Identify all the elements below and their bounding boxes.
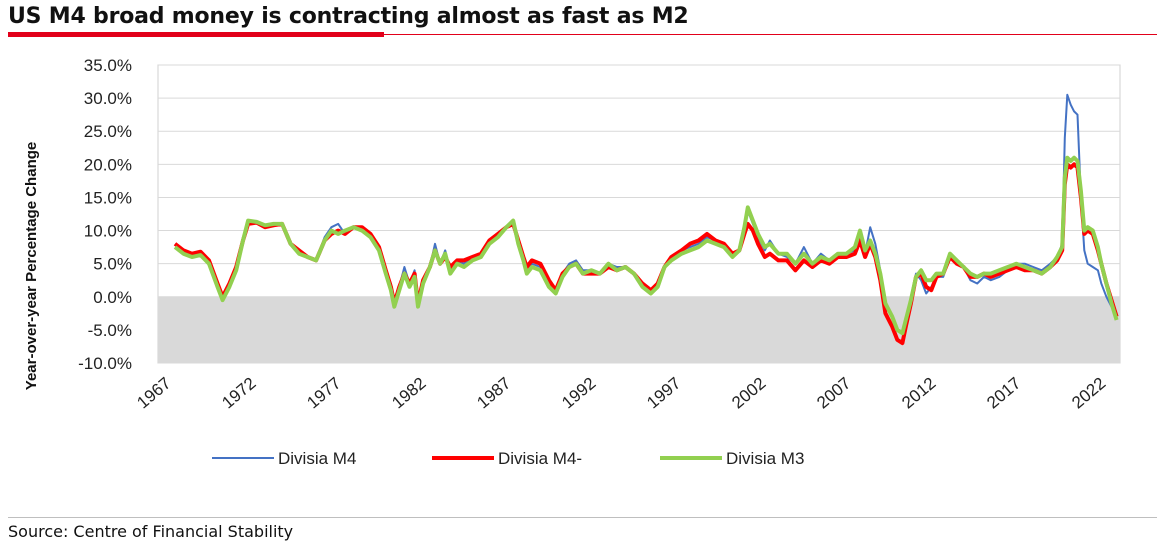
legend: Divisia M4 Divisia M4- Divisia M3	[212, 449, 804, 468]
y-tick-label: 10.0%	[84, 222, 132, 241]
chart-svg: 35.0% 30.0% 25.0% 20.0% 15.0% 10.0% 5.0% 0.0% -5…	[23, 56, 1121, 468]
y-tick-label: -10.0%	[78, 354, 132, 373]
x-tick-label: 1967	[133, 374, 174, 413]
x-tick-label: 1992	[558, 374, 599, 413]
legend-label: Divisia M4	[278, 449, 356, 468]
y-tick-label: 15.0%	[84, 188, 132, 207]
series-line-divisia-m3	[173, 155, 1119, 336]
gridlines	[158, 64, 1120, 364]
x-tick-labels: 1967 1972 1977 1982 1987 1992 1997 2002 2007 2012…	[133, 374, 1109, 413]
x-tick-label: 1977	[303, 374, 344, 413]
footer-rule	[8, 517, 1157, 518]
legend-label: Divisia M4-	[498, 449, 582, 468]
y-tick-label: 20.0%	[84, 155, 132, 174]
chart-title: US M4 broad money is contracting almost …	[8, 4, 689, 29]
y-tick-label: 30.0%	[84, 89, 132, 108]
y-tick-label: 25.0%	[84, 122, 132, 141]
x-tick-label: 1987	[473, 374, 514, 413]
y-tick-label: 35.0%	[84, 56, 132, 75]
x-tick-label: 2012	[898, 374, 939, 413]
x-tick-label: 1982	[388, 374, 429, 413]
y-tick-label: -5.0%	[88, 321, 132, 340]
legend-label: Divisia M3	[726, 449, 804, 468]
x-tick-label: 2017	[983, 374, 1024, 413]
x-tick-label: 1997	[643, 374, 684, 413]
title-accent-bar	[8, 32, 384, 37]
title-rule	[8, 34, 1157, 35]
source-note: Source: Centre of Financial Stability	[8, 522, 294, 541]
y-tick-label: 5.0%	[93, 255, 132, 274]
x-tick-label: 1972	[218, 374, 259, 413]
y-tick-label: 0.0%	[93, 288, 132, 307]
y-tick-labels: 35.0% 30.0% 25.0% 20.0% 15.0% 10.0% 5.0% 0.0% -5…	[78, 56, 132, 373]
x-tick-label: 2002	[728, 374, 769, 413]
x-tick-label: 2022	[1068, 374, 1109, 413]
series-lines	[173, 93, 1119, 346]
y-axis-label: Year-over-year Percentage Change	[23, 142, 40, 390]
x-tick-label: 2007	[813, 374, 854, 413]
